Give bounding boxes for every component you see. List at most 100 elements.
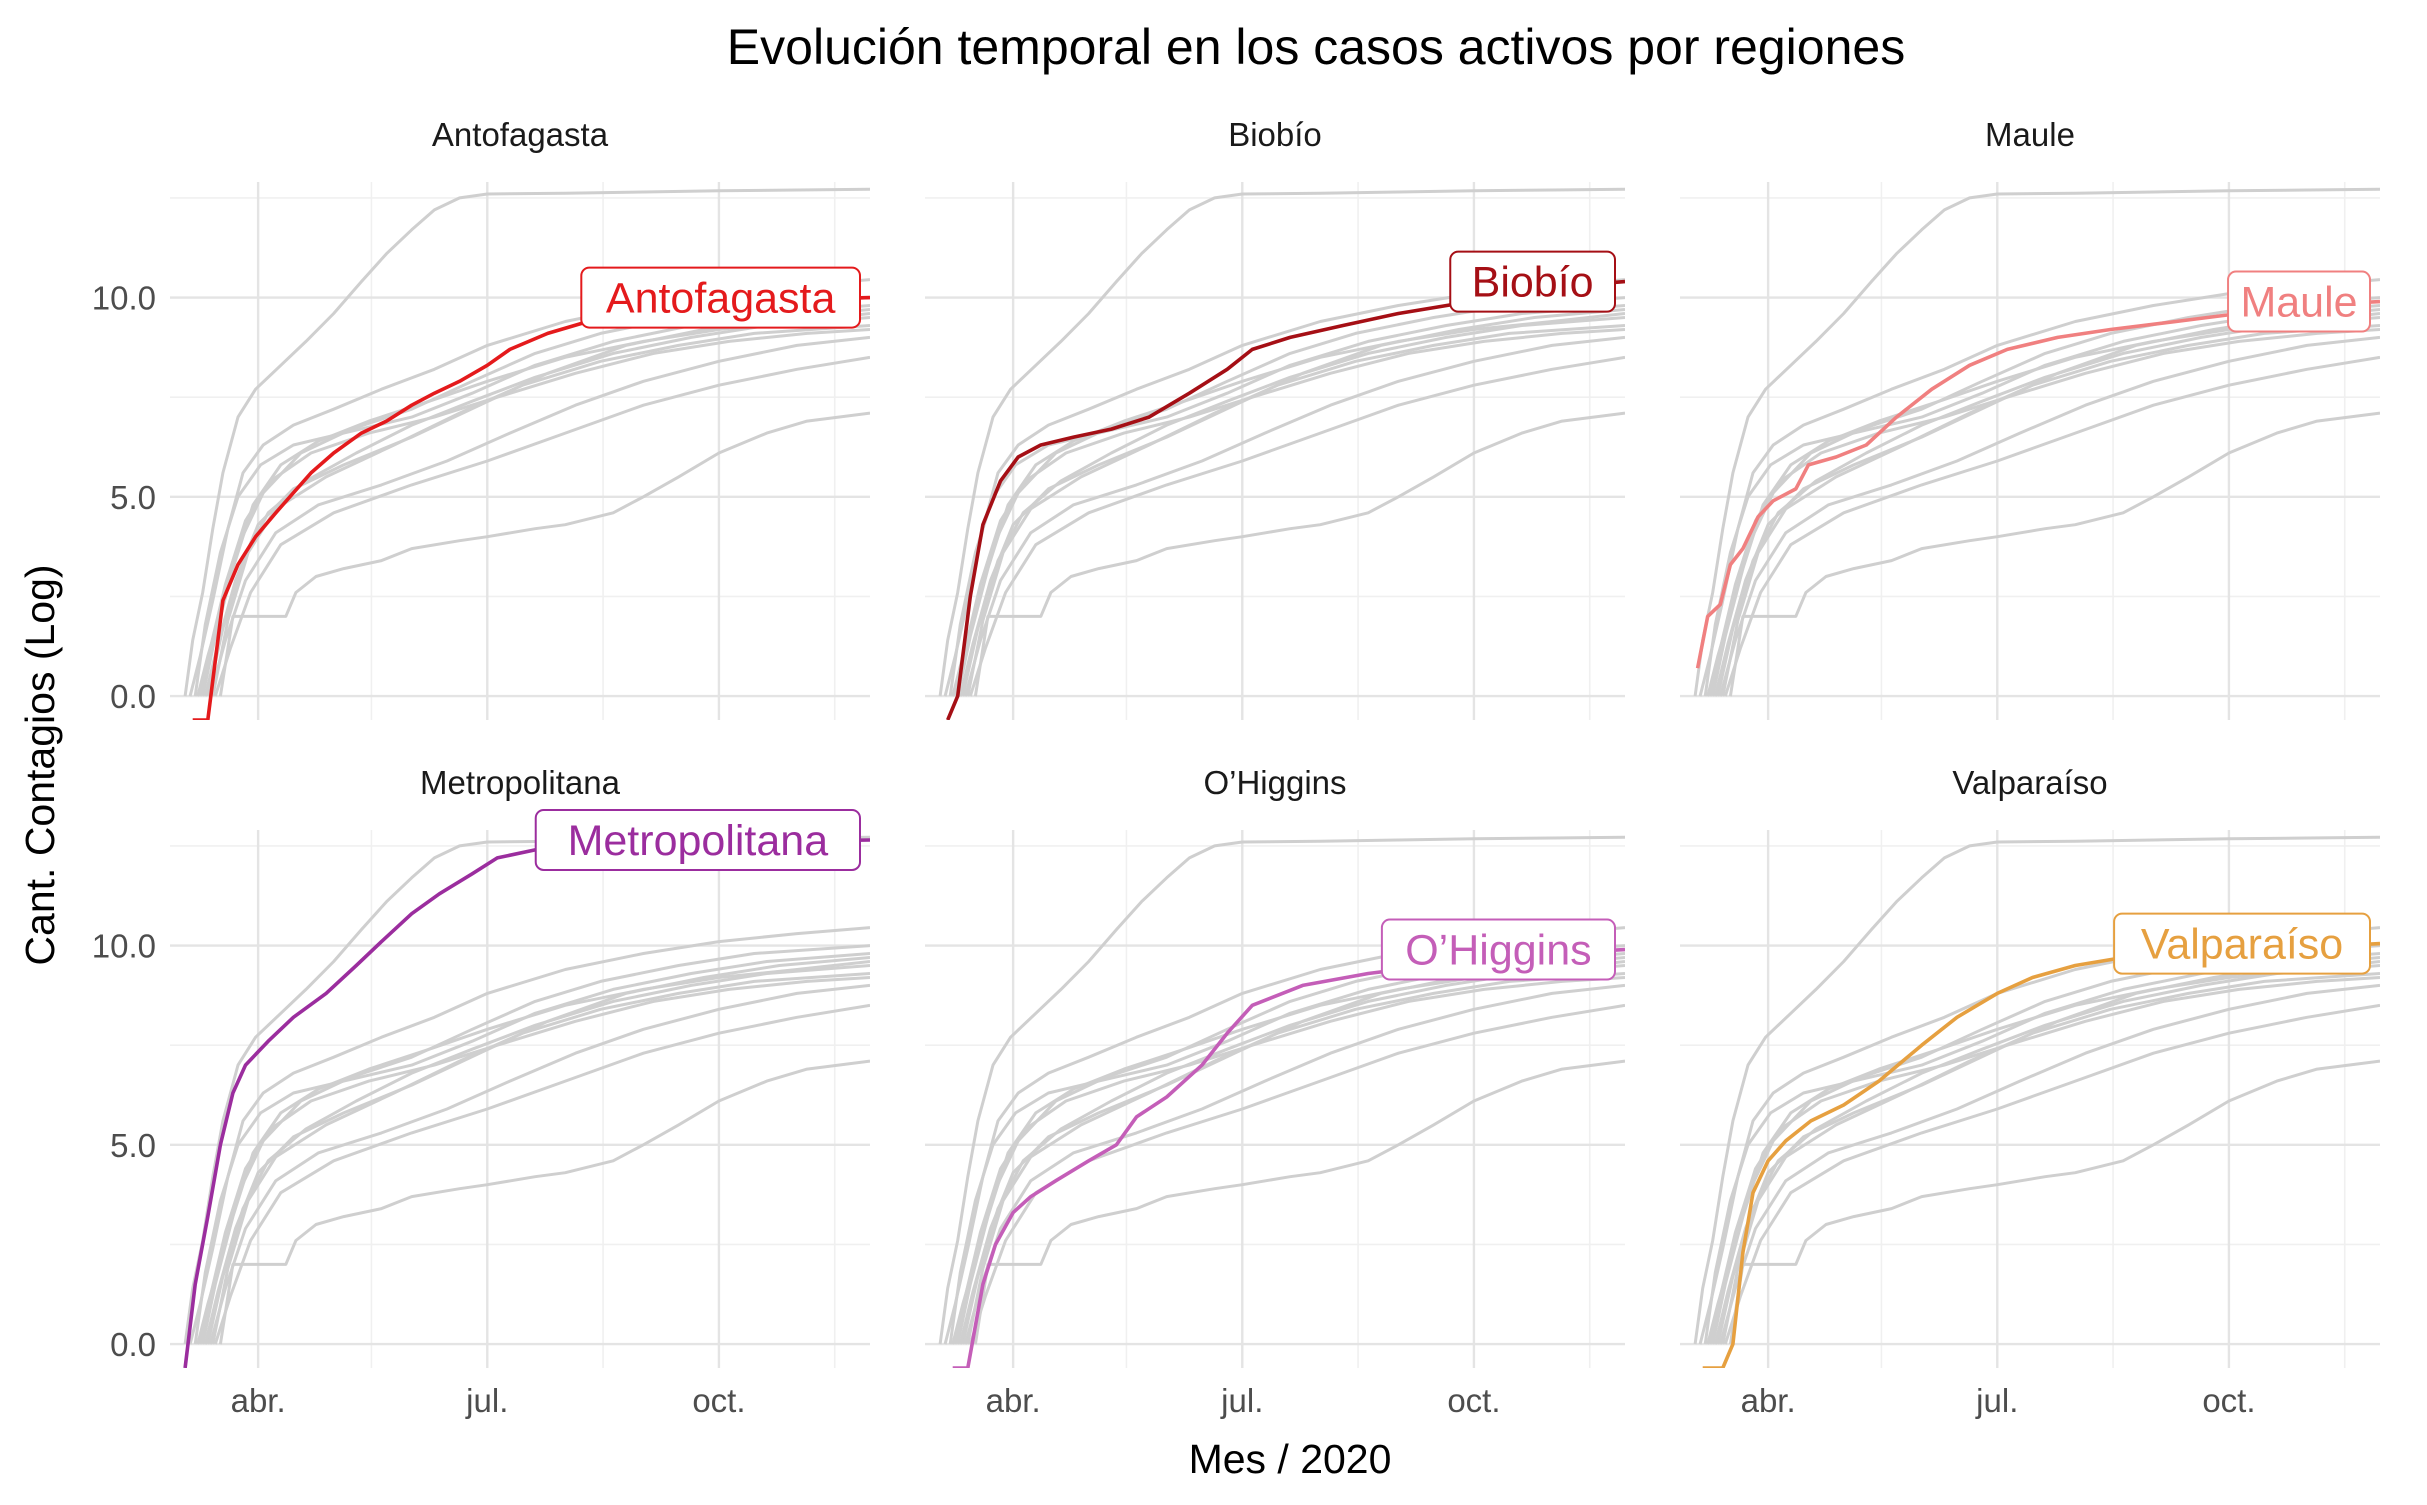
background-series-line — [208, 983, 870, 1345]
background-series-line — [203, 956, 870, 1345]
background-series-line — [938, 835, 1625, 1345]
background-series-line — [218, 411, 870, 697]
background-series-line — [1721, 972, 2380, 1345]
background-series-line — [948, 304, 1625, 697]
background-series-line — [1723, 355, 2380, 697]
series-label: O’Higgins — [1380, 918, 1617, 981]
background-series-line — [201, 960, 870, 1345]
series-label-text: Valparaíso — [2141, 921, 2343, 969]
background-series-line — [183, 835, 870, 1345]
series-label-box — [580, 266, 861, 329]
series-label: Valparaíso — [2113, 912, 2372, 975]
x-axis-label: Mes / 2020 — [1189, 1436, 1392, 1482]
background-series-line — [963, 983, 1625, 1345]
background-series-line — [1718, 983, 2380, 1345]
highlight-series-line — [183, 838, 870, 1368]
y-tick-label: 0.0 — [110, 678, 156, 715]
series-label-text: Biobío — [1472, 259, 1594, 307]
series-group — [183, 835, 870, 1368]
background-series-line — [193, 952, 870, 1345]
y-tick-label: 0.0 — [110, 1326, 156, 1363]
series-label-box — [1449, 250, 1617, 313]
background-series-line — [213, 355, 870, 697]
background-series-line — [956, 312, 1625, 697]
background-series-line — [193, 304, 870, 697]
facet-panel-0: Antofagasta 0.0 5.0 10.0 Antofagasta — [92, 116, 870, 720]
background-series-line — [973, 411, 1625, 697]
series-label: Maule — [2227, 270, 2372, 333]
facet-strip-label: Biobío — [1228, 116, 1322, 153]
background-series-line — [958, 956, 1625, 1345]
highlight-series-line — [1702, 941, 2380, 1368]
series-label-box — [2227, 270, 2372, 333]
background-series-line — [1703, 304, 2380, 697]
background-series-line — [958, 308, 1625, 697]
background-series-line — [1693, 835, 2380, 1345]
facet-panel-5: Valparaíso abr. jul. oct. Valparaíso — [1680, 764, 2380, 1419]
highlight-series-line — [1695, 299, 2380, 669]
background-series-line — [211, 972, 870, 1345]
series-label-text: O’Higgins — [1405, 927, 1591, 975]
background-series-line — [943, 278, 1625, 697]
background-series-line — [953, 328, 1625, 697]
x-tick-label: oct. — [2202, 1382, 2255, 1419]
background-series-line — [948, 952, 1625, 1345]
x-tick-label: oct. — [692, 1382, 745, 1419]
facet-panel-4: O’Higgins abr. jul. oct. O’Higgins — [925, 764, 1625, 1419]
x-tick-label: abr. — [1741, 1382, 1796, 1419]
series-label-text: Maule — [2240, 279, 2357, 327]
series-label: Antofagasta — [580, 266, 861, 329]
highlight-series-line — [946, 279, 1625, 720]
background-series-line — [1708, 328, 2380, 697]
y-tick-label: 10.0 — [92, 928, 156, 965]
facet-strip-label: Antofagasta — [432, 116, 609, 153]
series-label-text: Antofagasta — [606, 275, 836, 323]
background-series-line — [208, 335, 870, 697]
facet-strip-label: Metropolitana — [420, 764, 621, 801]
x-tick-label: oct. — [1447, 1382, 1500, 1419]
background-series-line — [968, 1003, 1625, 1345]
series-group — [1693, 187, 2380, 697]
series-label-text: Metropolitana — [568, 817, 829, 865]
background-series-line — [943, 926, 1625, 1345]
y-tick-label: 5.0 — [110, 479, 156, 516]
series-label-box — [2113, 912, 2372, 975]
background-series-line — [1698, 926, 2380, 1345]
series-group — [938, 187, 1625, 720]
facet-panel-2: Maule Maule — [1680, 116, 2380, 720]
background-series-line — [966, 972, 1625, 1345]
background-series-line — [1711, 960, 2380, 1345]
background-series-line — [198, 976, 870, 1345]
series-group — [938, 835, 1625, 1368]
background-series-line — [211, 324, 870, 697]
background-series-line — [1721, 324, 2380, 697]
background-series-line — [963, 335, 1625, 697]
chart-title: Evolución temporal en los casos activos … — [727, 19, 1905, 75]
background-series-line — [1728, 411, 2380, 697]
background-series-line — [203, 308, 870, 697]
x-tick-label: jul. — [465, 1382, 508, 1419]
background-series-line — [183, 187, 870, 697]
background-series-line — [1713, 956, 2380, 1345]
background-series-line — [218, 1059, 870, 1345]
series-label: Biobío — [1449, 250, 1617, 313]
y-axis-label: Cant. Contagios (Log) — [17, 564, 63, 965]
background-series-line — [1703, 952, 2380, 1345]
x-tick-label: abr. — [986, 1382, 1041, 1419]
background-series-line — [198, 328, 870, 697]
x-tick-label: abr. — [231, 1382, 286, 1419]
background-series-line — [1711, 312, 2380, 697]
background-series-line — [953, 976, 1625, 1345]
series-label-box — [534, 808, 861, 871]
facet-panel-3: Metropolitana 0.0 5.0 10.0 abr. jul. oct. Metro… — [92, 764, 870, 1419]
background-series-line — [1728, 1059, 2380, 1345]
background-series-line — [1718, 335, 2380, 697]
background-series-line — [1713, 308, 2380, 697]
background-series-line — [188, 926, 870, 1345]
background-series-line — [956, 960, 1625, 1345]
facet-panel-1: Biobío Biobío — [925, 116, 1625, 720]
series-label: Metropolitana — [534, 808, 861, 871]
facet-strip-label: Valparaíso — [1952, 764, 2107, 801]
